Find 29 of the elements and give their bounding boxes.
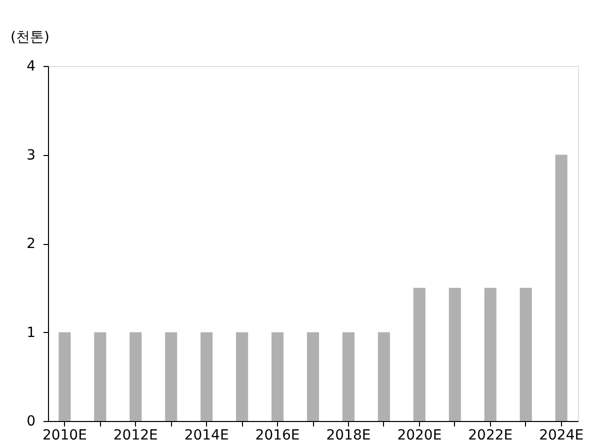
bar — [200, 332, 213, 421]
bar — [236, 332, 248, 421]
bar — [165, 332, 178, 421]
y-tick-label: 2 — [26, 236, 36, 252]
x-tick-label: 2018E — [326, 428, 371, 442]
bar — [94, 332, 106, 421]
x-tick-label: 2024E — [539, 428, 584, 442]
bar — [555, 154, 568, 421]
x-tick-label: 2010E — [42, 428, 87, 442]
y-tick-label: 0 — [26, 414, 36, 430]
y-axis-title: (천톤) — [10, 30, 50, 46]
bar — [130, 332, 142, 421]
x-tick-label: 2020E — [397, 428, 442, 442]
x-tick-label: 2022E — [468, 428, 513, 442]
bar — [520, 288, 532, 421]
y-tick-label: 3 — [26, 147, 36, 164]
bar — [58, 332, 71, 421]
bar — [378, 332, 390, 421]
x-tick-label: 2012E — [113, 428, 158, 442]
bar — [448, 288, 461, 421]
bar — [484, 288, 496, 421]
bar — [271, 332, 284, 421]
bar — [306, 332, 320, 421]
x-tick-label: 2014E — [184, 428, 229, 442]
y-tick-label: 1 — [26, 324, 36, 341]
bar — [342, 332, 355, 421]
bar — [413, 288, 426, 421]
x-tick-label: 2016E — [255, 428, 300, 442]
y-tick-label: 4 — [26, 58, 36, 74]
